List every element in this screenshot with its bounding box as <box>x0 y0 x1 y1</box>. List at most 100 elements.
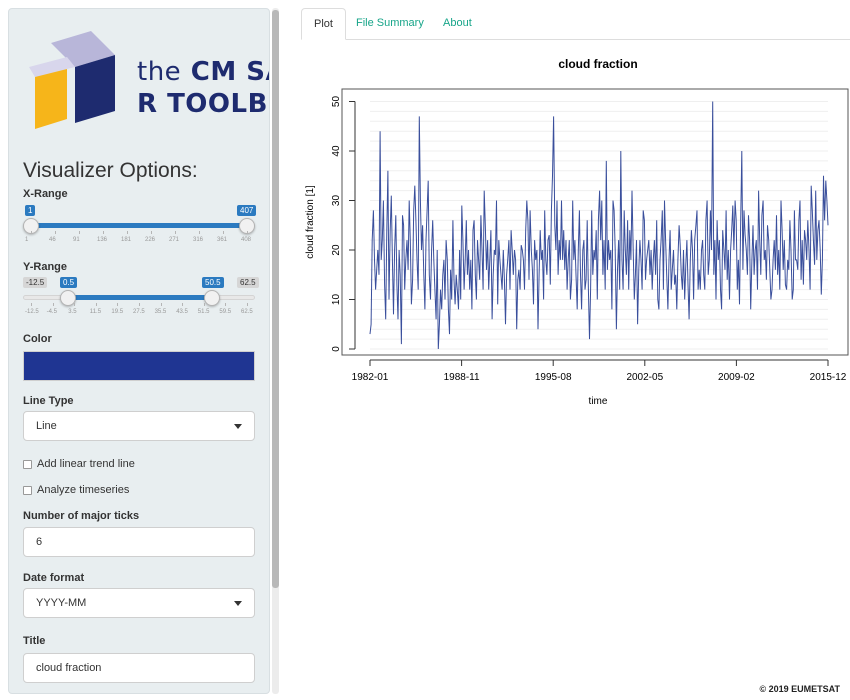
yr-tick-label: 3.5 <box>68 309 77 315</box>
xr-tick-label: 271 <box>169 237 180 243</box>
date-format-label: Date format <box>23 572 85 584</box>
logo-cmsaf: CM SAF <box>190 57 269 87</box>
y-range-label: Y-Range <box>23 261 68 273</box>
logo-title-line1: the CM SAF <box>137 57 269 87</box>
yr-tick-mark <box>31 303 32 306</box>
xr-tick-mark <box>247 231 248 234</box>
yr-tick-label: -4.5 <box>46 309 57 315</box>
major-ticks-value: 6 <box>36 536 43 548</box>
xr-tick-label: 136 <box>97 237 108 243</box>
visualizer-options-heading: Visualizer Options: <box>23 159 198 182</box>
yr-tick-label: 51.5 <box>197 309 210 315</box>
y-range-min-bubble: -12.5 <box>23 277 48 288</box>
xr-tick-mark <box>127 231 128 234</box>
major-ticks-label: Number of major ticks <box>23 510 140 522</box>
analyze-timeseries-label[interactable]: Analyze timeseries <box>37 484 130 496</box>
x-axis-label: time <box>589 396 608 407</box>
y-tick-label: 0 <box>331 346 342 352</box>
chevron-down-icon <box>234 601 242 606</box>
x-range-label: X-Range <box>23 188 68 200</box>
x-range-slider[interactable]: 1 407 1 46 91 136 181 226 271 316 361 408 <box>9 201 269 251</box>
date-format-value: YYYY-MM <box>36 597 87 609</box>
title-label: Title <box>23 635 46 647</box>
tab-about[interactable]: About <box>443 17 472 29</box>
xr-tick-label: 316 <box>193 237 204 243</box>
yr-tick-mark <box>225 303 227 306</box>
xr-tick-label: 226 <box>145 237 156 243</box>
trend-line-checkbox[interactable] <box>23 460 32 469</box>
yr-tick-mark <box>74 303 76 306</box>
color-picker[interactable] <box>23 351 255 381</box>
y-tick-label: 30 <box>331 195 342 207</box>
yr-tick-mark <box>160 303 162 306</box>
x-tick-label: 2015-12 <box>810 372 847 383</box>
yr-tick-mark <box>95 303 97 306</box>
cloud-fraction-series-line <box>369 101 829 350</box>
x-tick-label: 2009-02 <box>718 372 755 383</box>
yr-tick-mark <box>117 303 119 306</box>
xr-tick-mark <box>55 231 56 234</box>
title-value: cloud fraction <box>36 662 102 674</box>
y-tick-label: 20 <box>331 244 342 256</box>
cube-logo-icon <box>29 31 115 129</box>
tab-file-summary[interactable]: File Summary <box>356 17 424 29</box>
xr-tick-mark <box>31 231 32 234</box>
yr-tick-label: 62.5 <box>241 309 253 315</box>
line-type-select[interactable]: Line <box>23 411 255 441</box>
y-tick-label: 40 <box>331 145 342 157</box>
line-type-label: Line Type <box>23 395 74 407</box>
yr-tick-mark <box>247 303 248 306</box>
y-tick-label: 50 <box>331 96 342 108</box>
major-ticks-input[interactable]: 6 <box>23 527 255 557</box>
yr-tick-label: 19.5 <box>111 309 124 315</box>
chevron-down-icon <box>234 424 242 429</box>
x-axis: 1982-01 1988-11 1995-08 2002-05 2009-02 2015-… <box>352 359 847 383</box>
date-format-select[interactable]: YYYY-MM <box>23 588 255 618</box>
x-tick-label: 2002-05 <box>626 372 663 383</box>
cmsaf-logo: the CM SAF R TOOLBOX <box>29 29 269 147</box>
y-range-max-bubble: 62.5 <box>237 277 259 288</box>
plot-frame <box>341 88 849 356</box>
chart-grid <box>370 101 828 350</box>
cloud-fraction-chart: cloud fraction 0 10 20 30 40 50 1982-01 1988-1… <box>305 57 849 407</box>
tab-bar: Plot File Summary About <box>301 8 850 40</box>
line-type-value: Line <box>36 420 57 432</box>
logo-the: the <box>137 57 182 87</box>
xr-tick-mark <box>151 231 152 234</box>
yr-tick-label: 11.5 <box>89 309 102 315</box>
xr-tick-label: 408 <box>241 237 252 243</box>
yr-tick-label: 43.5 <box>176 309 188 315</box>
x-tick-label: 1995-08 <box>535 372 572 383</box>
yr-tick-mark <box>139 303 140 306</box>
title-input[interactable]: cloud fraction <box>23 653 255 683</box>
y-range-slider[interactable]: -12.5 0.5 50.5 62.5 -12.5 -4.5 3.5 11.5 19.5… <box>9 273 269 323</box>
analyze-timeseries-checkbox[interactable] <box>23 486 32 495</box>
x-range-to-bubble: 407 <box>237 205 257 216</box>
chart-title: cloud fraction <box>558 57 637 71</box>
xr-tick-label: 46 <box>49 237 56 243</box>
yr-tick-mark <box>203 303 205 306</box>
sidebar-scrollbar-thumb[interactable] <box>272 10 279 588</box>
xr-tick-label: 361 <box>217 237 228 243</box>
tab-plot[interactable]: Plot <box>301 8 346 40</box>
xr-tick-mark <box>79 231 80 234</box>
xr-tick-mark <box>175 231 176 234</box>
logo-title-line2: R TOOLBOX <box>137 89 269 119</box>
color-label: Color <box>23 333 52 345</box>
y-range-from-handle[interactable] <box>60 290 77 306</box>
y-axis: 0 10 20 30 40 50 <box>331 96 356 352</box>
x-tick-label: 1982-01 <box>352 372 389 383</box>
y-range-from-bubble: 0.5 <box>60 277 78 288</box>
yr-tick-mark <box>182 303 184 306</box>
xr-tick-label: 1 <box>25 237 29 243</box>
xr-tick-label: 181 <box>121 237 132 243</box>
yr-tick-label: -12.5 <box>25 309 39 315</box>
yr-tick-label: 59.5 <box>219 309 232 315</box>
trend-line-label[interactable]: Add linear trend line <box>37 458 135 470</box>
xr-tick-label: 91 <box>73 237 80 243</box>
sidebar-panel: the CM SAF R TOOLBOX Visualizer Options:… <box>8 8 270 694</box>
xr-tick-mark <box>103 231 104 234</box>
yr-tick-label: 35.5 <box>154 309 167 315</box>
xr-tick-mark <box>223 231 224 234</box>
y-range-to-handle[interactable] <box>204 290 221 306</box>
